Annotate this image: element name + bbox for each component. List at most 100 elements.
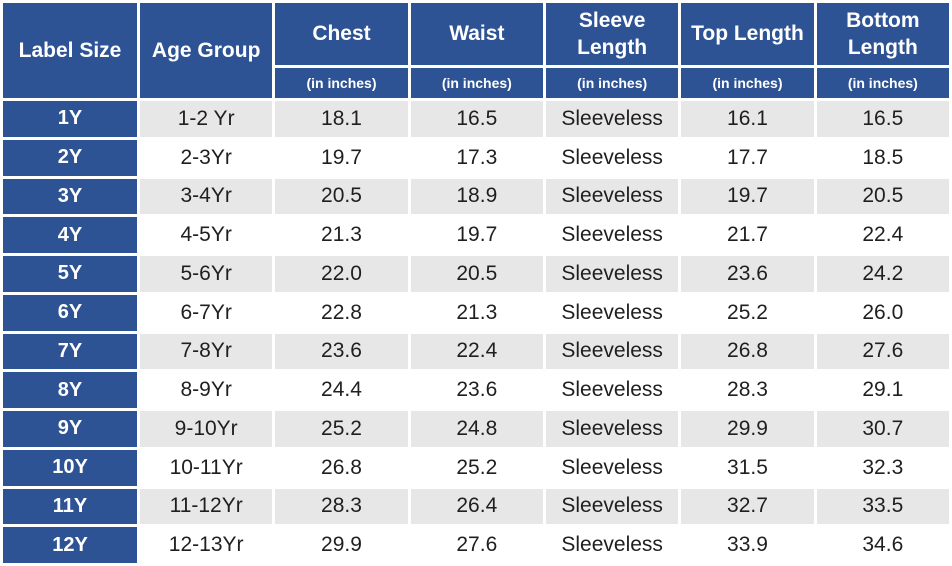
data-cell: 25.2 [681,294,814,331]
col-header-age-group: Age Group [140,3,273,98]
data-cell: 25.2 [275,411,408,447]
data-cell: 24.8 [410,411,543,447]
data-cell: 20.5 [410,256,543,292]
data-cell: 12-13Yr [140,527,273,563]
col-header-bottom-length: Bottom Length [816,3,949,65]
col-subheader-sleeve-units: (in inches) [545,68,679,98]
header-row-units: (in inches) (in inches) (in inches) (in … [3,68,949,98]
data-cell: Sleeveless [545,217,679,253]
col-header-waist: Waist [410,3,543,65]
table-row: 7Y 7-8Yr 23.6 22.4 Sleeveless 26.8 27.6 [3,333,949,370]
data-cell: 22.8 [275,294,408,331]
data-cell: Sleeveless [545,178,679,215]
data-cell: Sleeveless [545,101,679,137]
data-cell: Sleeveless [545,139,679,176]
table-row: 3Y 3-4Yr 20.5 18.9 Sleeveless 19.7 20.5 [3,178,949,215]
data-cell: 34.6 [816,527,949,563]
data-cell: Sleeveless [545,333,679,370]
data-cell: 26.0 [816,294,949,331]
data-cell: 29.9 [681,411,814,447]
data-cell: 19.7 [275,139,408,176]
data-cell: Sleeveless [545,449,679,486]
row-label-cell: 7Y [3,333,137,370]
data-cell: 26.4 [410,488,543,525]
col-subheader-waist-units: (in inches) [410,68,543,98]
data-cell: 23.6 [410,372,543,408]
data-cell: 8-9Yr [140,372,273,408]
data-cell: 16.5 [816,101,949,137]
table-row: 9Y 9-10Yr 25.2 24.8 Sleeveless 29.9 30.7 [3,411,949,447]
data-cell: 22.4 [816,217,949,253]
data-cell: 18.1 [275,101,408,137]
data-cell: 27.6 [816,333,949,370]
data-cell: 28.3 [275,488,408,525]
data-cell: 24.2 [816,256,949,292]
data-cell: 6-7Yr [140,294,273,331]
data-cell: 16.5 [410,101,543,137]
data-cell: 11-12Yr [140,488,273,525]
data-cell: 29.1 [816,372,949,408]
table-header: Label Size Age Group Chest Waist Sleeve … [3,3,949,98]
data-cell: 26.8 [275,449,408,486]
col-header-top-length: Top Length [681,3,814,65]
data-cell: 17.3 [410,139,543,176]
col-header-label-size: Label Size [3,3,137,98]
data-cell: 1-2 Yr [140,101,273,137]
data-cell: 25.2 [410,449,543,486]
col-header-chest: Chest [275,3,408,65]
data-cell: Sleeveless [545,294,679,331]
data-cell: 3-4Yr [140,178,273,215]
table-row: 8Y 8-9Yr 24.4 23.6 Sleeveless 28.3 29.1 [3,372,949,408]
row-label-cell: 10Y [3,449,137,486]
row-label-cell: 6Y [3,294,137,331]
data-cell: 26.8 [681,333,814,370]
data-cell: 27.6 [410,527,543,563]
data-cell: 4-5Yr [140,217,273,253]
data-cell: 32.3 [816,449,949,486]
row-label-cell: 12Y [3,527,137,563]
data-cell: Sleeveless [545,372,679,408]
header-row-main: Label Size Age Group Chest Waist Sleeve … [3,3,949,98]
data-cell: 18.5 [816,139,949,176]
data-cell: 23.6 [681,256,814,292]
data-cell: 17.7 [681,139,814,176]
data-cell: 24.4 [275,372,408,408]
table-row: 2Y 2-3Yr 19.7 17.3 Sleeveless 17.7 18.5 [3,139,949,176]
table-row: 11Y 11-12Yr 28.3 26.4 Sleeveless 32.7 33.5 [3,488,949,525]
data-cell: 9-10Yr [140,411,273,447]
table-body: 1Y 1-2 Yr 18.1 16.5 Sleeveless 16.1 16.5 2Y 2-3Y… [3,101,949,563]
data-cell: 2-3Yr [140,139,273,176]
row-label-cell: 2Y [3,139,137,176]
table-row: 10Y 10-11Yr 26.8 25.2 Sleeveless 31.5 32.3 [3,449,949,486]
data-cell: 33.5 [816,488,949,525]
data-cell: Sleeveless [545,411,679,447]
table-row: 4Y 4-5Yr 21.3 19.7 Sleeveless 21.7 22.4 [3,217,949,253]
data-cell: 31.5 [681,449,814,486]
data-cell: Sleeveless [545,256,679,292]
row-label-cell: 1Y [3,101,137,137]
data-cell: 5-6Yr [140,256,273,292]
data-cell: 28.3 [681,372,814,408]
col-subheader-bottom-units: (in inches) [816,68,949,98]
data-cell: 19.7 [410,217,543,253]
row-label-cell: 5Y [3,256,137,292]
table-row: 12Y 12-13Yr 29.9 27.6 Sleeveless 33.9 34.6 [3,527,949,563]
row-label-cell: 11Y [3,488,137,525]
data-cell: 16.1 [681,101,814,137]
data-cell: 23.6 [275,333,408,370]
table-row: 1Y 1-2 Yr 18.1 16.5 Sleeveless 16.1 16.5 [3,101,949,137]
col-subheader-chest-units: (in inches) [275,68,408,98]
data-cell: 21.7 [681,217,814,253]
data-cell: 21.3 [410,294,543,331]
data-cell: 32.7 [681,488,814,525]
row-label-cell: 4Y [3,217,137,253]
data-cell: 18.9 [410,178,543,215]
table-row: 5Y 5-6Yr 22.0 20.5 Sleeveless 23.6 24.2 [3,256,949,292]
col-header-sleeve-length: Sleeve Length [545,3,679,65]
data-cell: 22.4 [410,333,543,370]
data-cell: Sleeveless [545,527,679,563]
row-label-cell: 8Y [3,372,137,408]
data-cell: 29.9 [275,527,408,563]
row-label-cell: 9Y [3,411,137,447]
